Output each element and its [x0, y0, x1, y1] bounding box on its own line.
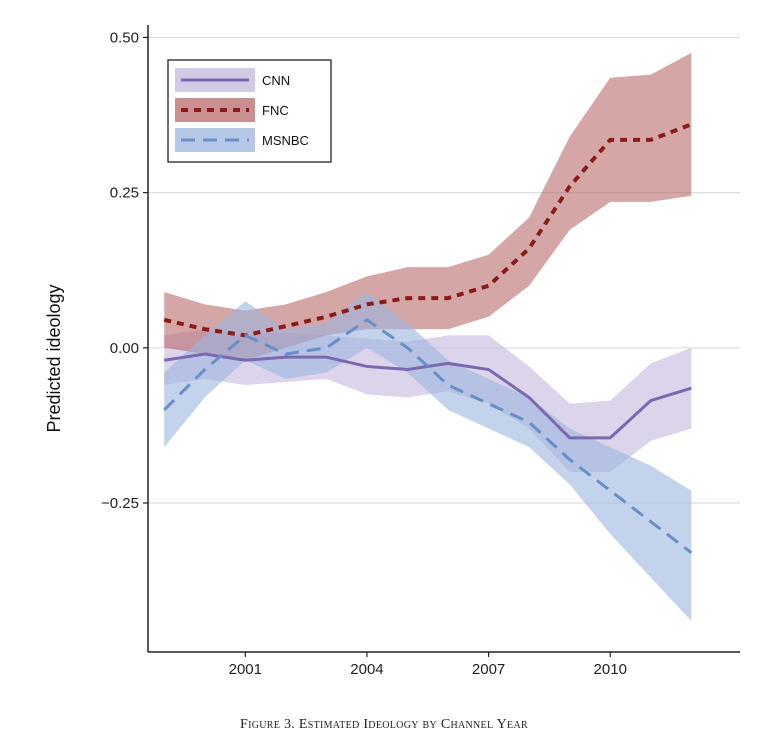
- y-tick-labels: −0.25 0.00 0.25 0.50: [101, 29, 148, 512]
- legend: CNN FNC MSNBC: [167, 59, 332, 163]
- x-tick-label: 2007: [472, 661, 505, 678]
- y-tick-label: 0.25: [110, 185, 139, 202]
- series-lines: [163, 122, 693, 554]
- band-msnbc: [164, 291, 692, 621]
- line-fnc: [163, 122, 693, 338]
- line-msnbc: [163, 318, 693, 554]
- legend-label-msnbc: MSNBC: [262, 133, 309, 148]
- x-tick-label: 2004: [350, 661, 383, 678]
- y-tick-label: −0.25: [101, 495, 139, 512]
- y-axis-label: Predicted ideology: [44, 284, 64, 432]
- chart: −0.25 0.00 0.25 0.50 2001 2004 2007 2010 Predi…: [44, 25, 740, 678]
- legend-label-fnc: FNC: [262, 103, 289, 118]
- y-tick-label: 0.00: [110, 340, 139, 357]
- x-tick-label: 2001: [229, 661, 262, 678]
- figure-caption: Figure 3. Estimated Ideology by Channel …: [240, 717, 528, 732]
- x-tick-label: 2010: [594, 661, 627, 678]
- x-tick-labels: 2001 2004 2007 2010: [229, 652, 627, 678]
- axes: [147, 25, 740, 653]
- legend-label-cnn: CNN: [262, 73, 290, 88]
- legend-swatch-fnc: [175, 98, 255, 122]
- y-tick-label: 0.50: [110, 29, 139, 46]
